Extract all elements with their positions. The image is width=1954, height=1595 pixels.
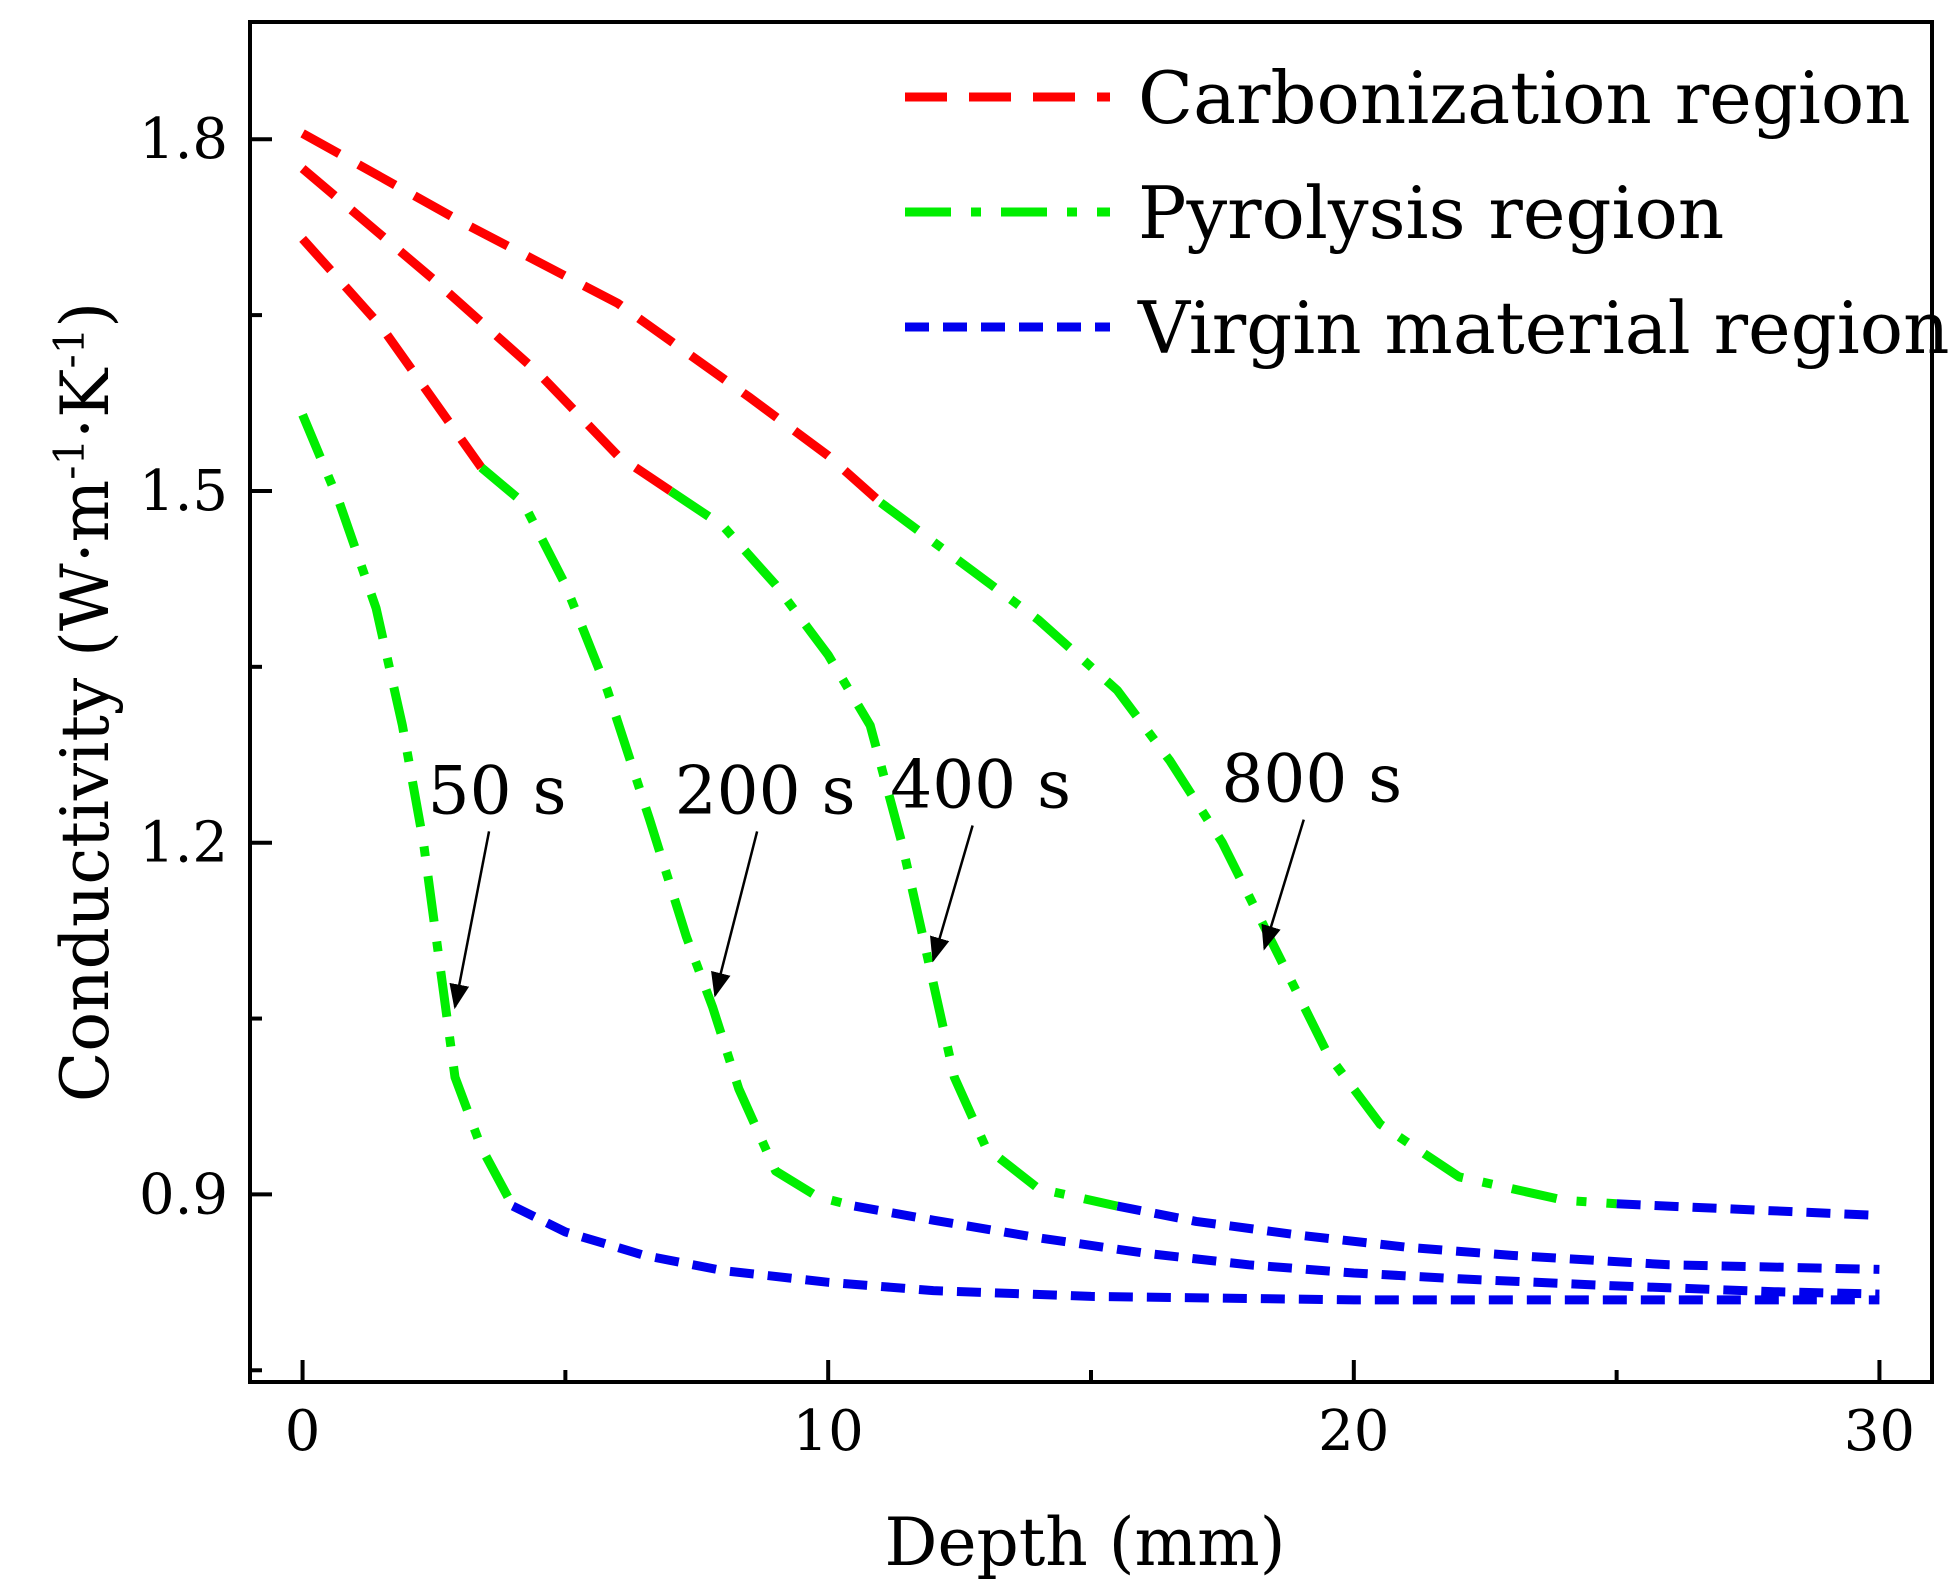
series-400s-pyrolysis-line xyxy=(878,499,1617,1209)
annotation-arrow xyxy=(930,825,974,963)
y-axis-title: Conductivity (W·m-1·K-1) xyxy=(45,302,125,1102)
y-axis-title-end: ) xyxy=(47,302,124,328)
legend: Carbonization region Pyrolysis region Virg… xyxy=(905,56,1949,370)
y-tick-label: 1.5 xyxy=(139,459,228,524)
annotation-arrow xyxy=(711,831,759,998)
series-layer xyxy=(298,129,1880,1305)
axis-tick-labels: 0 10 20 30 0.9 1.2 1.5 1.8 xyxy=(139,107,1915,1464)
series-800s-pyrolysis-line xyxy=(478,464,856,1211)
x-tick-label: 30 xyxy=(1844,1399,1915,1464)
annotations: 50 s 200 s 400 s 800 s xyxy=(428,741,1402,1010)
annotation-arrow xyxy=(1261,819,1305,951)
y-axis-title-sup1: -1 xyxy=(45,439,94,480)
y-axis-title-base: Conductivity (W·m xyxy=(47,480,124,1102)
series-800s-virgin-line xyxy=(853,1201,1880,1299)
series-400s-virgin-line xyxy=(1616,1199,1880,1220)
x-tick-label: 0 xyxy=(285,1399,321,1464)
y-tick-label: 1.8 xyxy=(139,107,228,172)
series-50s-pyrolysis-line xyxy=(298,413,517,1209)
series-50s-carbonization-line xyxy=(299,235,485,471)
series-50s-virgin-line xyxy=(510,1202,1880,1305)
x-axis-title: Depth (mm) xyxy=(885,1504,1286,1581)
time-annotation-label: 50 s xyxy=(428,752,567,829)
y-axis-title-sup2: -1 xyxy=(45,328,94,369)
y-tick-label: 0.9 xyxy=(139,1162,228,1227)
x-tick-label: 10 xyxy=(793,1399,864,1464)
y-tick-label: 1.2 xyxy=(139,811,228,876)
series-200s-pyrolysis-line xyxy=(668,487,1119,1211)
axis-ticks xyxy=(250,137,1882,1382)
legend-label: Carbonization region xyxy=(1138,56,1911,140)
time-annotation-label: 200 s xyxy=(675,752,856,829)
series-200s-virgin-line xyxy=(1116,1201,1880,1274)
series-200s-carbonization-line xyxy=(299,165,674,495)
x-tick-label: 20 xyxy=(1318,1399,1389,1464)
y-axis-title-mid: ·K xyxy=(47,367,124,439)
series-400s-carbonization-line xyxy=(300,129,884,507)
time-annotation-label: 800 s xyxy=(1221,741,1402,818)
annotation-arrow xyxy=(449,831,491,1010)
time-annotation-label: 400 s xyxy=(890,747,1071,824)
legend-label: Pyrolysis region xyxy=(1138,171,1724,255)
legend-label: Virgin material region xyxy=(1137,286,1949,370)
